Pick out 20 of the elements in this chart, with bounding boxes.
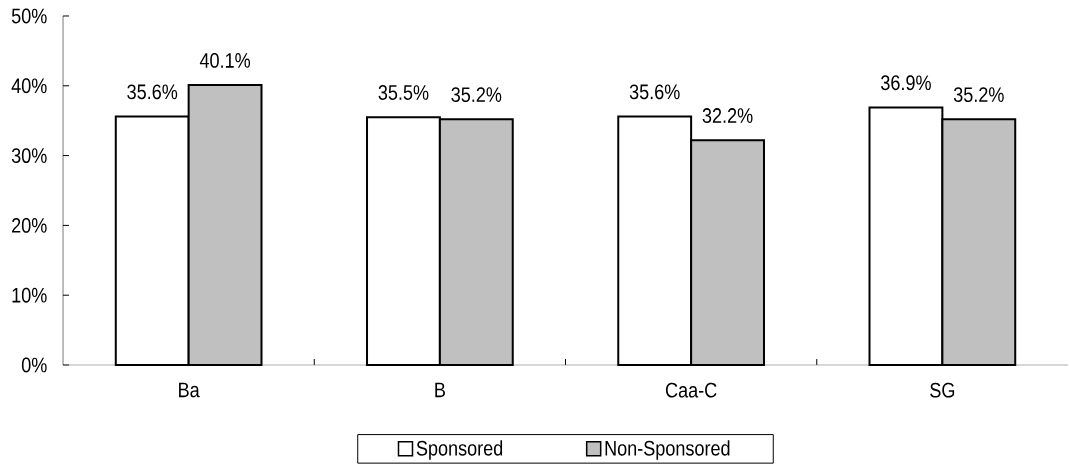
data-label: 35.2% — [451, 87, 502, 103]
legend-label: Sponsored — [416, 440, 503, 460]
y-tick-label: 50% — [11, 8, 47, 24]
y-tick-label: 20% — [12, 217, 47, 233]
data-label: 40.1% — [199, 52, 251, 68]
data-label: 35.6% — [629, 84, 680, 100]
legend-label: Non-Sponsored — [605, 440, 730, 460]
x-tick-label: B — [435, 382, 445, 398]
x-tick-label: Caa-C — [665, 382, 717, 398]
data-label: 35.2% — [953, 87, 1004, 103]
y-tick-label: 30% — [11, 148, 47, 164]
data-label: 36.9% — [881, 75, 931, 91]
data-label: 35.5% — [378, 85, 429, 100]
y-tick-label: 10% — [12, 287, 47, 303]
x-tick-label: SG — [930, 382, 955, 398]
y-tick-label: 40% — [11, 78, 47, 94]
data-label: 35.6% — [127, 84, 178, 100]
data-label: 32.2% — [702, 108, 753, 123]
y-tick-label: 0% — [21, 357, 47, 373]
x-tick-label: Ba — [179, 382, 200, 398]
